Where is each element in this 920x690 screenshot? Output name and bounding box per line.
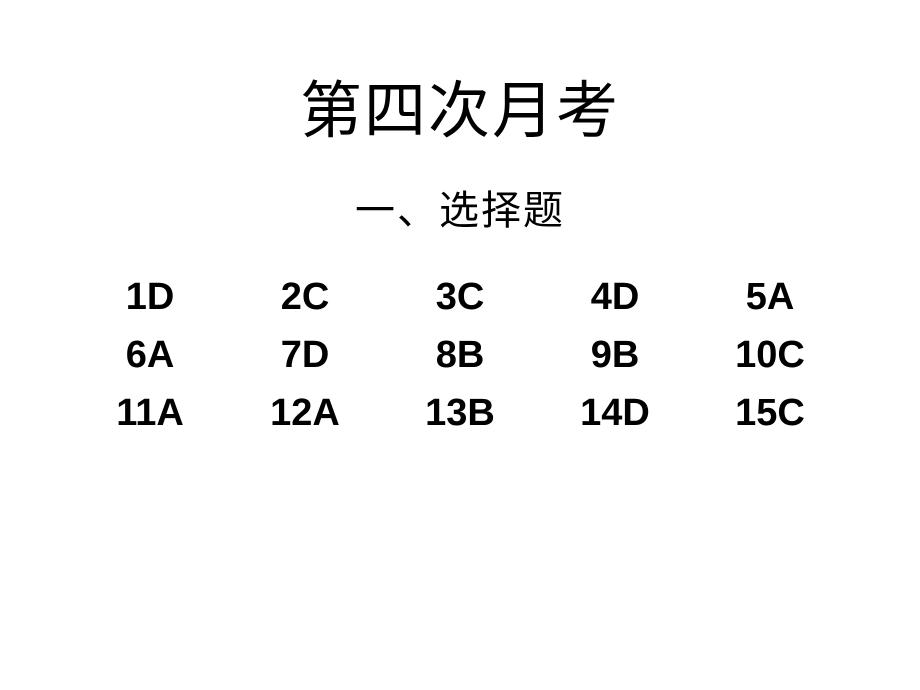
answer-row: 1D 2C 3C 4D 5A (90, 276, 830, 319)
answer-cell: 2C (245, 276, 365, 319)
section-heading: 一、选择题 (0, 178, 920, 236)
answers-grid: 1D 2C 3C 4D 5A 6A 7D 8B 9B 10C 11A 12A 1… (0, 276, 920, 435)
answer-cell: 7D (245, 334, 365, 377)
answer-cell: 14D (555, 392, 675, 435)
answer-cell: 6A (90, 334, 210, 377)
answer-cell: 11A (90, 392, 210, 435)
answer-row: 6A 7D 8B 9B 10C (90, 334, 830, 377)
answer-cell: 3C (400, 276, 520, 319)
answer-cell: 12A (245, 392, 365, 435)
answer-cell: 13B (400, 392, 520, 435)
answer-cell: 1D (90, 276, 210, 319)
answer-cell: 15C (710, 392, 830, 435)
answer-cell: 5A (710, 276, 830, 319)
answer-cell: 8B (400, 334, 520, 377)
answer-cell: 4D (555, 276, 675, 319)
slide-content: 第四次月考 一、选择题 1D 2C 3C 4D 5A 6A 7D 8B 9B 1… (0, 0, 920, 435)
page-title: 第四次月考 (0, 60, 920, 150)
answer-cell: 10C (710, 334, 830, 377)
answer-cell: 9B (555, 334, 675, 377)
answer-row: 11A 12A 13B 14D 15C (90, 392, 830, 435)
